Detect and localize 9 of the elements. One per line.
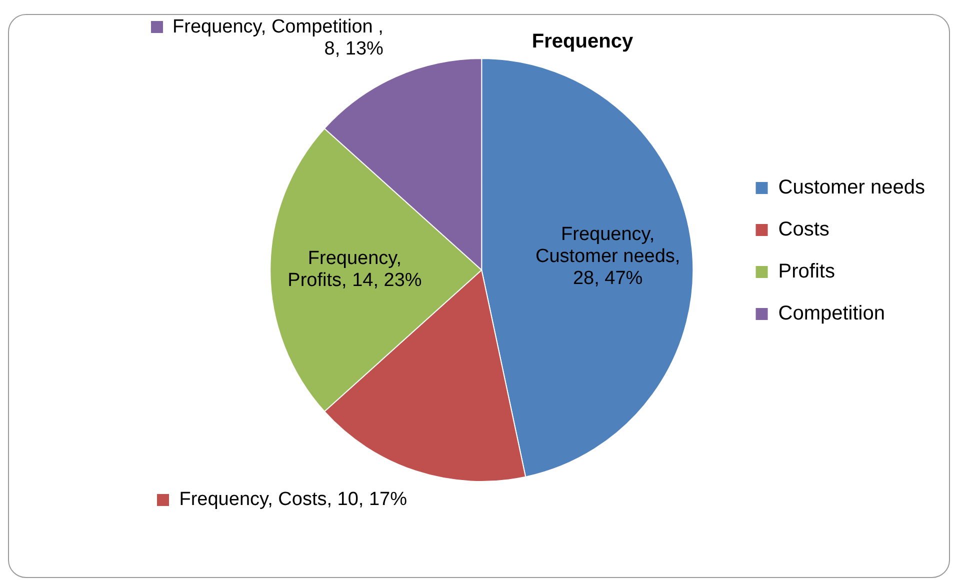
data-label: Frequency, Profits, 14, 23% xyxy=(288,248,422,292)
text: Frequency xyxy=(532,30,634,53)
legend-label: Profits xyxy=(778,260,835,283)
legend-label: Competition xyxy=(778,302,885,325)
legend-label: Customer needs xyxy=(778,176,926,199)
data-label: Frequency, Customer needs, 28, 47% xyxy=(535,224,680,289)
data-label: Frequency, Costs, 10, 17% xyxy=(179,488,408,510)
legend-label: Costs xyxy=(778,218,830,241)
data-label: Frequency, Competition , 8, 13% xyxy=(172,16,384,60)
